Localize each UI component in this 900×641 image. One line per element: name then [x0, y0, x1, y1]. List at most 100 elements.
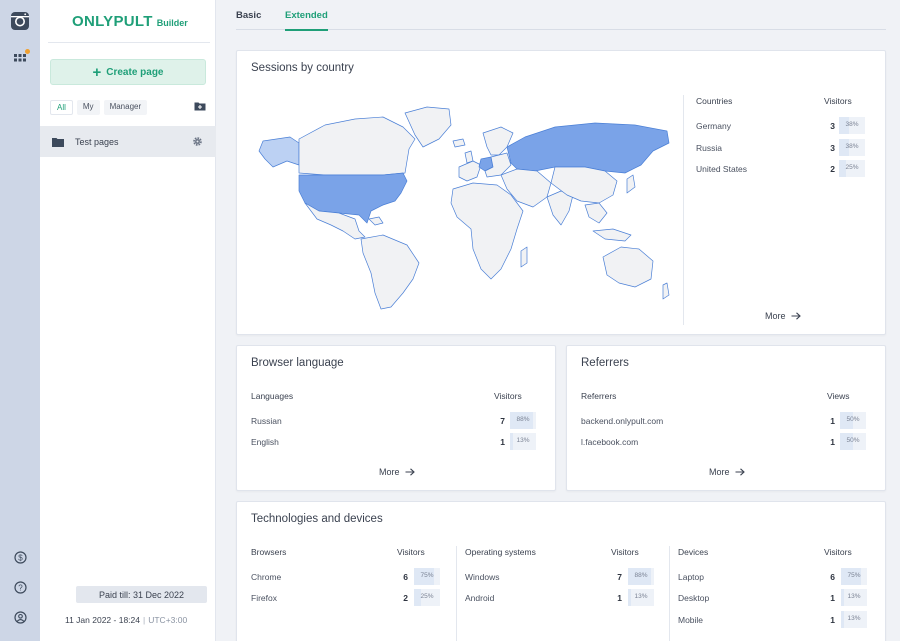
- datetime-value: 11 Jan 2022 - 18:24: [65, 615, 140, 625]
- svg-text:?: ?: [18, 583, 23, 592]
- os-name: Windows: [465, 572, 500, 582]
- stats-tabs: Basic Extended: [236, 0, 886, 31]
- os-name: Android: [465, 593, 495, 603]
- pct-text: 13%: [516, 437, 530, 444]
- folder-icon: [52, 137, 64, 147]
- page-name: Test pages: [75, 136, 119, 147]
- card-title: Sessions by country: [251, 62, 354, 74]
- create-page-label: Create page: [106, 66, 164, 78]
- divider: [48, 42, 210, 43]
- pct-bar: 75%: [841, 568, 867, 585]
- language-visitors: 1: [500, 437, 505, 447]
- col-header-devices: Devices: [678, 547, 709, 557]
- map-south-america: [360, 234, 420, 310]
- plus-icon: +: [92, 63, 102, 81]
- map-russia: [506, 122, 670, 174]
- timezone-value: UTC+3:00: [148, 615, 188, 625]
- more-link[interactable]: More: [379, 467, 415, 477]
- map-scandinavia: [482, 126, 514, 156]
- sidebar: ONLYPULT Builder + Create page All My Ma…: [40, 0, 216, 641]
- divider: [669, 546, 670, 641]
- more-link[interactable]: More: [709, 467, 745, 477]
- browser-name: Chrome: [251, 572, 282, 582]
- col-header-browsers: Browsers: [251, 547, 287, 557]
- map-madagascar: [520, 246, 528, 268]
- pct-bar: 75%: [414, 568, 440, 585]
- map-europe-west: [458, 160, 482, 182]
- pct-bar: 25%: [839, 160, 865, 177]
- apps-grid-icon[interactable]: [10, 48, 30, 68]
- pct-text: 25%: [420, 593, 434, 600]
- col-header-visitors: Visitors: [824, 96, 852, 106]
- more-link[interactable]: More: [765, 311, 801, 321]
- pct-text: 38%: [845, 143, 859, 150]
- sidebar-item-test-pages[interactable]: Test pages: [40, 126, 216, 157]
- app-logo[interactable]: ONLYPULT Builder: [72, 13, 188, 30]
- browser-language-card: Browser language Languages Visitors Russ…: [236, 345, 556, 491]
- pct-fill: [628, 568, 651, 585]
- os-visitors: 7: [617, 572, 622, 582]
- help-icon[interactable]: ?: [10, 577, 30, 597]
- tab-extended[interactable]: Extended: [285, 10, 328, 31]
- pct-text: 38%: [845, 121, 859, 128]
- col-header-visitors: Visitors: [397, 547, 425, 557]
- current-datetime: 11 Jan 2022 - 18:24 | UTC+3:00: [65, 615, 188, 625]
- os-visitors: 1: [617, 593, 622, 603]
- device-visitors: 6: [830, 572, 835, 582]
- pct-bar: 88%: [510, 412, 536, 429]
- language-visitors: 7: [500, 416, 505, 426]
- browser-visitors: 6: [403, 572, 408, 582]
- pct-fill: [839, 160, 846, 177]
- logo-main-text: ONLYPULT: [72, 13, 153, 30]
- add-folder-icon[interactable]: [194, 100, 206, 112]
- map-australia: [602, 246, 654, 288]
- pct-fill: [414, 589, 421, 606]
- map-new-zealand: [662, 282, 670, 300]
- arrow-right-icon: [735, 468, 745, 476]
- account-icon[interactable]: [10, 607, 30, 627]
- referrer-name: l.facebook.com: [581, 437, 639, 447]
- card-title: Referrers: [581, 357, 629, 369]
- pct-fill: [841, 568, 861, 585]
- country-name: United States: [696, 164, 748, 174]
- device-name: Laptop: [678, 572, 704, 582]
- gear-icon[interactable]: [192, 136, 203, 147]
- pct-text: 13%: [634, 593, 648, 600]
- pct-fill: [414, 568, 434, 585]
- world-map: [258, 106, 670, 310]
- filter-my[interactable]: My: [76, 100, 100, 115]
- create-page-button[interactable]: + Create page: [50, 59, 206, 85]
- tab-basic[interactable]: Basic: [236, 10, 262, 21]
- col-header-visitors: Visitors: [611, 547, 639, 557]
- card-title: Browser language: [251, 357, 344, 369]
- pct-bar: 50%: [840, 433, 866, 450]
- more-label: More: [379, 467, 400, 477]
- country-visitors: 3: [830, 143, 835, 153]
- pct-text: 50%: [846, 437, 860, 444]
- filter-all[interactable]: All: [50, 100, 73, 115]
- more-label: More: [709, 467, 730, 477]
- pct-fill: [839, 117, 849, 134]
- pct-text: 88%: [634, 572, 648, 579]
- device-visitors: 1: [830, 593, 835, 603]
- country-visitors: 2: [830, 164, 835, 174]
- pct-text: 88%: [516, 416, 530, 423]
- paid-till-badge: Paid till: 31 Dec 2022: [76, 586, 207, 603]
- pct-fill: [841, 589, 845, 606]
- browser-name: Firefox: [251, 593, 277, 603]
- logo-sub-text: Builder: [156, 18, 188, 28]
- filter-manager[interactable]: Manager: [103, 100, 148, 115]
- pct-bar: 13%: [628, 589, 654, 606]
- device-name: Mobile: [678, 615, 704, 625]
- pct-bar: 88%: [628, 568, 654, 585]
- dollar-icon[interactable]: $: [10, 547, 30, 567]
- pct-bar: 25%: [414, 589, 440, 606]
- arrow-right-icon: [405, 468, 415, 476]
- instagram-icon[interactable]: [10, 11, 30, 31]
- map-indonesia: [592, 228, 632, 242]
- map-china: [550, 166, 618, 204]
- referrer-views: 1: [830, 437, 835, 447]
- arrow-right-icon: [791, 312, 801, 320]
- country-visitors: 3: [830, 121, 835, 131]
- language-name: English: [251, 437, 279, 447]
